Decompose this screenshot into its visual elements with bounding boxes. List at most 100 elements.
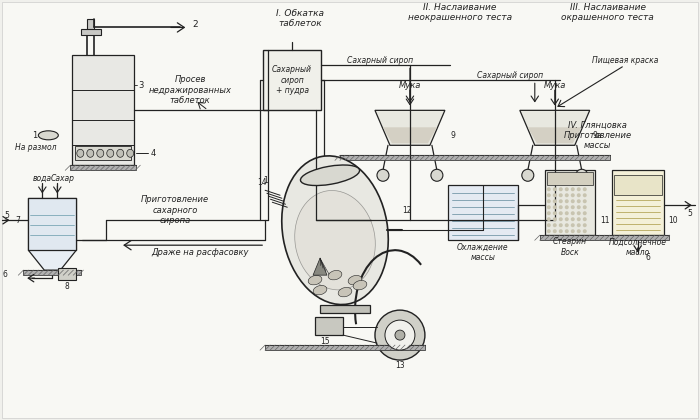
Bar xyxy=(315,317,343,335)
Circle shape xyxy=(547,205,551,209)
Circle shape xyxy=(547,193,551,197)
Circle shape xyxy=(553,193,556,197)
Bar xyxy=(88,19,94,34)
Bar xyxy=(81,29,102,35)
Text: Пищевая краска: Пищевая краска xyxy=(592,56,658,65)
Text: Сахар: Сахар xyxy=(50,174,74,183)
Circle shape xyxy=(577,199,581,203)
Bar xyxy=(340,155,610,160)
Circle shape xyxy=(570,193,575,197)
Bar xyxy=(70,165,136,170)
Circle shape xyxy=(559,229,563,233)
Text: Стеарин
Воск: Стеарин Воск xyxy=(553,237,587,257)
Circle shape xyxy=(553,229,556,233)
Circle shape xyxy=(559,205,563,209)
Circle shape xyxy=(547,229,551,233)
Polygon shape xyxy=(29,250,76,270)
Circle shape xyxy=(553,187,556,191)
Text: 7: 7 xyxy=(15,216,20,225)
Text: 13: 13 xyxy=(395,360,405,370)
Circle shape xyxy=(547,217,551,221)
Polygon shape xyxy=(520,110,589,145)
Ellipse shape xyxy=(308,276,322,285)
Circle shape xyxy=(570,199,575,203)
Circle shape xyxy=(559,223,563,227)
Circle shape xyxy=(565,211,569,215)
Text: На размол: На размол xyxy=(15,143,56,152)
Text: Подсолнечное
масло: Подсолнечное масло xyxy=(609,237,666,257)
Circle shape xyxy=(577,229,581,233)
Text: I. Обкатка
таблеток: I. Обкатка таблеток xyxy=(276,9,324,28)
Text: 6: 6 xyxy=(2,270,7,278)
Circle shape xyxy=(547,223,551,227)
Text: 6: 6 xyxy=(645,253,650,262)
Circle shape xyxy=(547,211,551,215)
Ellipse shape xyxy=(97,149,104,157)
Bar xyxy=(612,170,664,235)
Text: 1: 1 xyxy=(32,131,37,140)
Text: 15: 15 xyxy=(320,336,330,346)
Circle shape xyxy=(570,187,575,191)
Text: Просев
недражированных
таблеток: Просев недражированных таблеток xyxy=(148,76,232,105)
Bar xyxy=(23,270,81,275)
Circle shape xyxy=(570,217,575,221)
Circle shape xyxy=(582,187,587,191)
Bar xyxy=(72,55,134,165)
Circle shape xyxy=(547,199,551,203)
Circle shape xyxy=(565,217,569,221)
Ellipse shape xyxy=(117,149,124,157)
Circle shape xyxy=(559,187,563,191)
Text: 10: 10 xyxy=(668,216,678,225)
Ellipse shape xyxy=(282,156,389,304)
Bar xyxy=(545,170,595,235)
Text: 4: 4 xyxy=(150,149,155,158)
Circle shape xyxy=(385,320,415,350)
Text: Сахарный сироп: Сахарный сироп xyxy=(347,56,413,65)
Text: 9а: 9а xyxy=(593,131,603,140)
Polygon shape xyxy=(313,258,327,275)
Text: 3: 3 xyxy=(138,81,144,90)
Circle shape xyxy=(582,205,587,209)
Circle shape xyxy=(377,169,389,181)
Text: Мука: Мука xyxy=(544,81,566,90)
Circle shape xyxy=(582,193,587,197)
Circle shape xyxy=(582,211,587,215)
Circle shape xyxy=(565,193,569,197)
Circle shape xyxy=(577,187,581,191)
Text: 5: 5 xyxy=(687,209,692,218)
Text: 2: 2 xyxy=(193,20,198,29)
Circle shape xyxy=(582,199,587,203)
Text: Драже на расфасовку: Драже на расфасовку xyxy=(151,248,249,257)
Bar xyxy=(58,268,76,280)
Circle shape xyxy=(522,169,534,181)
Ellipse shape xyxy=(295,191,375,290)
Circle shape xyxy=(576,169,588,181)
Text: 9: 9 xyxy=(450,131,455,140)
Circle shape xyxy=(570,223,575,227)
Circle shape xyxy=(559,193,563,197)
Text: III. Наслаивание
окрашенного теста: III. Наслаивание окрашенного теста xyxy=(561,3,654,22)
Circle shape xyxy=(553,199,556,203)
Polygon shape xyxy=(383,127,437,143)
Text: Сахарный сироп: Сахарный сироп xyxy=(477,71,543,80)
Circle shape xyxy=(559,211,563,215)
Circle shape xyxy=(577,205,581,209)
Ellipse shape xyxy=(38,131,58,140)
Bar xyxy=(263,50,321,110)
Text: Мука: Мука xyxy=(399,81,421,90)
Text: 12: 12 xyxy=(402,206,412,215)
Circle shape xyxy=(582,217,587,221)
Text: 8: 8 xyxy=(65,282,70,291)
Circle shape xyxy=(395,330,405,340)
Circle shape xyxy=(559,199,563,203)
Circle shape xyxy=(582,223,587,227)
Ellipse shape xyxy=(353,281,367,290)
Circle shape xyxy=(559,217,563,221)
Circle shape xyxy=(565,223,569,227)
Ellipse shape xyxy=(87,149,94,157)
Text: Сахарный
сироп
+ пудра: Сахарный сироп + пудра xyxy=(272,66,312,95)
Circle shape xyxy=(553,211,556,215)
Bar xyxy=(614,175,662,195)
Text: Приготовление
сахарного
сиропа: Приготовление сахарного сиропа xyxy=(141,195,209,225)
Bar xyxy=(547,172,593,185)
